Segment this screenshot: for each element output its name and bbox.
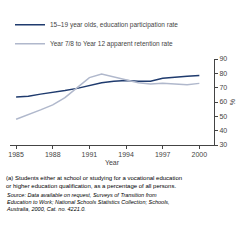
svg-text:80: 80 [219,70,227,77]
svg-text:Year 7/8 to Year 12 apparent r: Year 7/8 to Year 12 apparent retention r… [50,40,173,48]
svg-text:15–19 year olds, education par: 15–19 year olds, education participation… [50,21,178,29]
svg-text:30: 30 [219,141,227,148]
svg-text:1997: 1997 [155,151,171,158]
svg-text:40: 40 [219,127,227,134]
svg-text:1988: 1988 [45,151,61,158]
svg-text:(a) Students either at school: (a) Students either at school or studyin… [6,175,182,189]
svg-text:Year: Year [105,159,120,166]
svg-text:1985: 1985 [8,151,24,158]
svg-text:50: 50 [219,113,227,120]
svg-text:1994: 1994 [118,151,134,158]
svg-text:60: 60 [219,98,227,105]
svg-text:1991: 1991 [82,151,98,158]
svg-text:Source: Data available on requ: Source: Data available on request, Surve… [6,192,170,212]
svg-text:%: % [229,99,236,105]
svg-text:2000: 2000 [192,151,208,158]
svg-text:90: 90 [219,55,227,62]
svg-text:70: 70 [219,84,227,91]
